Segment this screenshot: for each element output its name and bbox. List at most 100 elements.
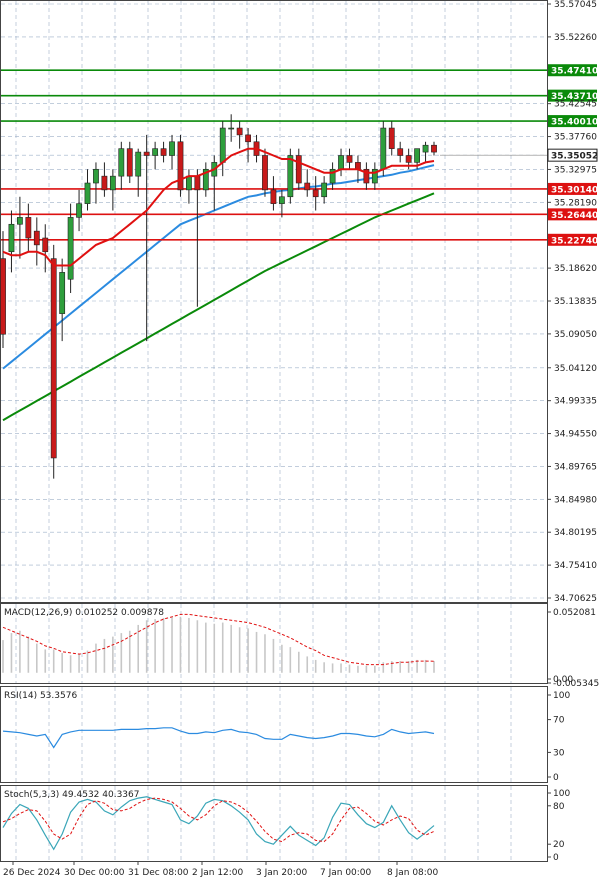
candle-body: [126, 148, 133, 177]
stoch-pane[interactable]: Stoch(5,3,3) 49.4532 40.3367 100 80 20 0: [0, 785, 571, 864]
level-label: 35.26440: [551, 211, 598, 221]
candle-body: [329, 168, 336, 184]
rsi-tick-label: 30: [553, 748, 565, 758]
time-tick-label: 30 Dec 00:00: [64, 868, 125, 878]
level-tag: [548, 182, 597, 195]
stoch-k-line: [2, 796, 435, 851]
time-tick-label: 7 Jan 00:00: [320, 868, 372, 878]
stoch-d-line: [2, 797, 435, 843]
price-tick-label: 35.13835: [554, 297, 597, 307]
macd-title: MACD(12,26,9) 0.010252 0.009878: [4, 608, 164, 618]
candle-body: [109, 175, 116, 191]
macd-tick-label: -0.005345: [553, 679, 599, 689]
price-tick-label: 34.75410: [554, 561, 597, 571]
candle-body: [304, 182, 311, 191]
price-tick-label: 34.80195: [554, 528, 597, 538]
macd-tick-label: 0.00: [553, 675, 573, 685]
candle-body: [228, 127, 235, 130]
rsi-pane-frame: [0, 686, 548, 783]
level-tag: [548, 64, 597, 77]
rsi-pane[interactable]: RSI(14) 53.3576 100 70 30 0: [0, 686, 571, 784]
ma-mid-line: [2, 164, 435, 370]
stoch-tick-label: 100: [553, 789, 570, 799]
candle-body: [388, 127, 395, 149]
candle-body: [194, 175, 201, 191]
current-price-label: 35.35052: [551, 152, 598, 162]
candle-body: [160, 148, 167, 156]
candle-body: [270, 189, 277, 204]
candle-body: [295, 155, 302, 184]
rsi-tick-label: 100: [553, 691, 570, 701]
level-label: 35.40010: [551, 118, 598, 128]
candle-body: [0, 258, 6, 335]
candle-body: [101, 175, 108, 191]
level-lines: 35.47410 35.43710 35.40010 35.30140 35.26440…: [1, 64, 598, 246]
ma-mid-path: [2, 164, 435, 370]
macd-pane[interactable]: MACD(12,26,9) 0.010252 0.009878 0.052081…: [0, 603, 600, 690]
stoch-tick-label: 80: [553, 802, 565, 812]
price-tick-label: 34.99335: [554, 397, 597, 407]
price-tick-label: 35.18620: [554, 264, 597, 274]
candle-body: [405, 155, 412, 163]
time-tick-label: 26 Dec 2024: [3, 868, 61, 878]
candle-body: [42, 237, 49, 253]
candle-body: [236, 127, 243, 136]
ma-slow-line: [2, 192, 435, 422]
candle-body: [67, 217, 74, 280]
level-label: 35.22740: [551, 236, 598, 246]
candle-body: [380, 127, 387, 170]
price-tick-label: 35.32975: [554, 165, 597, 175]
candle-body: [135, 151, 142, 177]
candle-body: [363, 168, 370, 184]
rsi-line: [2, 727, 435, 749]
macd-pane-frame: [0, 603, 548, 684]
price-tick-label: 35.28190: [554, 198, 597, 208]
level-label: 35.43710: [551, 92, 598, 102]
price-tick-label: 34.84980: [554, 495, 597, 505]
candle-body: [245, 134, 251, 143]
candle-body: [202, 168, 209, 191]
candle-body: [25, 217, 32, 239]
rsi-tick-label: 0: [553, 773, 559, 783]
price-tick-label: 35.37760: [554, 133, 597, 143]
candle-body: [118, 148, 125, 177]
level-tag: [548, 89, 597, 102]
candle-body: [312, 189, 319, 198]
candle-body: [414, 148, 420, 163]
rsi-title: RSI(14) 53.3576: [4, 691, 77, 701]
level-label: 35.30140: [551, 185, 598, 195]
current-price-tag: [547, 148, 598, 162]
price-tick-label: 34.94550: [554, 430, 597, 440]
level-tag: [548, 115, 597, 128]
candle-body: [355, 162, 361, 170]
candle-body: [186, 175, 192, 191]
candle-body: [371, 168, 378, 184]
price-tick-label: 35.04120: [554, 364, 597, 374]
stoch-title: Stoch(5,3,3) 49.4532 40.3367: [4, 790, 139, 800]
candle-body: [278, 196, 285, 204]
candle-body: [59, 272, 66, 314]
time-tick-label: 2 Jan 12:00: [192, 868, 244, 878]
candle-body: [50, 258, 57, 459]
price-tick-label: 34.70625: [554, 594, 597, 604]
candle-body: [177, 141, 184, 191]
candle-body: [17, 217, 23, 225]
candle-body: [262, 155, 268, 191]
candle-body: [76, 203, 82, 218]
macd-signal-line: [2, 613, 435, 666]
time-axis: 26 Dec 2024 30 Dec 00:00 31 Dec 08:00 2 Jan…: [3, 861, 439, 878]
stoch-pane-frame: [0, 785, 548, 862]
grid: [1, 1, 547, 861]
price-tick-label: 34.89765: [554, 462, 597, 472]
candle-body: [321, 182, 328, 198]
ma-fast-line: [2, 147, 435, 267]
candle-body: [152, 148, 159, 156]
time-tick-label: 8 Jan 08:00: [387, 868, 439, 878]
candle-body: [346, 155, 353, 163]
price-tick-label: 35.52260: [554, 33, 597, 43]
price-pane[interactable]: 35.47410 35.43710 35.40010 35.30140 35.26440…: [0, 0, 598, 604]
candle-body: [397, 148, 404, 156]
level-label: 35.47410: [551, 67, 598, 77]
time-tick-label: 3 Jan 20:00: [256, 868, 308, 878]
